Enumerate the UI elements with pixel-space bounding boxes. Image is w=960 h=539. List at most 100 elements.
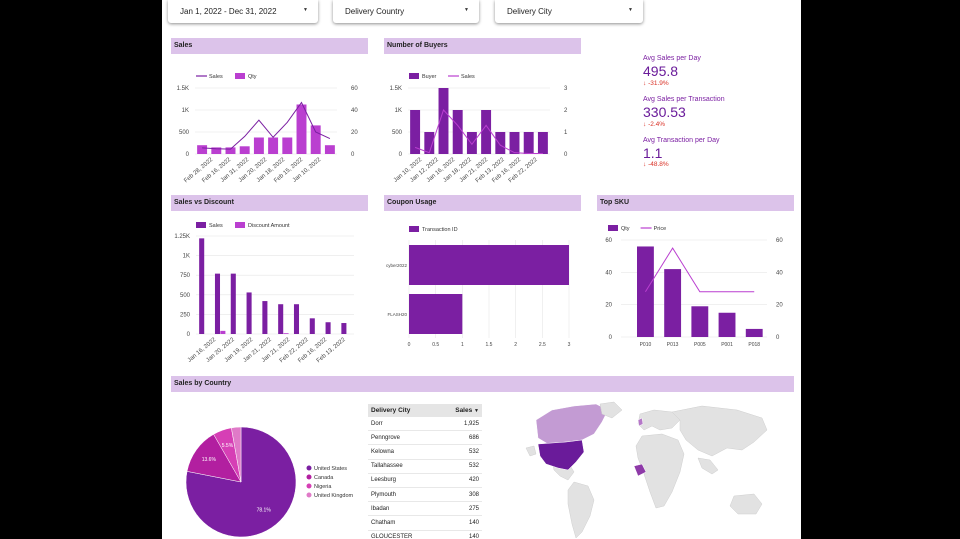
delivery-city-value: Delivery City — [507, 7, 552, 16]
legend-label: Buyer — [422, 74, 437, 80]
legend-swatch — [608, 225, 618, 231]
coupon-xtick: 0.5 — [432, 342, 439, 348]
sku-ytick-right: 0 — [776, 335, 780, 341]
sku-ytick-left: 20 — [605, 303, 612, 309]
sku-ytick-right: 60 — [776, 238, 783, 244]
legend-label: Sales — [461, 74, 475, 80]
buyers-ytick-left: 0 — [399, 152, 403, 158]
dropdown-icon: ▼ — [303, 7, 308, 13]
delivery-country-value: Delivery Country — [345, 7, 405, 16]
legend-swatch — [196, 222, 206, 228]
sales-vs-discount-header: Sales vs Discount — [171, 195, 368, 211]
sales-qty-bar — [225, 147, 236, 154]
cell-city: Chatham — [371, 519, 396, 526]
cell-sales: 532 — [468, 448, 479, 455]
svd-sales-bar — [341, 323, 347, 334]
pie-legend-swatch — [306, 492, 312, 498]
sales-qty-bar — [296, 104, 307, 154]
legend-label: Price — [654, 226, 667, 232]
world-map — [525, 401, 768, 539]
sku-xtick: P013 — [667, 342, 679, 348]
sales-qty-bar — [268, 137, 279, 154]
sales-ytick-left: 500 — [179, 130, 190, 136]
pie-legend-swatch — [306, 483, 312, 489]
delivery-city-filter[interactable]: Delivery City ▼ — [495, 0, 643, 23]
table-row: Dorr 1,925 — [368, 417, 482, 432]
buyers-bar — [481, 110, 492, 154]
cell-city: Tallahassee — [371, 463, 403, 470]
map-region-southeast-asia — [697, 457, 719, 475]
svd-ytick: 250 — [180, 312, 191, 318]
coupon-bar — [409, 245, 569, 285]
sku-ytick-right: 20 — [776, 303, 783, 309]
pie-slice-label: 78.1% — [257, 508, 272, 514]
coupon-xtick: 1.5 — [486, 342, 493, 348]
sales-qty-bar — [324, 145, 335, 154]
map-region-south-america — [567, 481, 595, 539]
cell-sales: 532 — [468, 463, 479, 470]
svd-sales-bar — [199, 238, 205, 334]
cell-city: Dorr — [371, 420, 383, 427]
table-row: GLOUCESTER 140 — [368, 531, 482, 539]
sku-qty-bar — [718, 312, 736, 337]
cell-sales: 140 — [468, 519, 479, 526]
delivery-country-filter[interactable]: Delivery Country ▼ — [333, 0, 479, 23]
sales-qty-bar — [197, 145, 208, 154]
cell-city: Plymouth — [371, 491, 397, 498]
cell-sales: 140 — [468, 534, 479, 539]
date-range-filter[interactable]: Jan 1, 2022 - Dec 31, 2022 ▼ — [168, 0, 318, 23]
svd-ytick: 500 — [180, 293, 191, 299]
sku-xtick: P001 — [721, 342, 733, 348]
sales-ytick-right: 60 — [351, 86, 358, 92]
pie-legend-label: United States — [314, 466, 347, 472]
kpi-delta-avg-sales-transaction: ↓ -2.4% — [643, 121, 666, 128]
column-header-city[interactable]: Delivery City — [371, 407, 411, 414]
sales-line — [202, 101, 331, 150]
legend-swatch — [235, 73, 245, 79]
pie-legend-label: Canada — [314, 475, 334, 481]
cell-city: Ibadan — [371, 505, 390, 512]
coupon-usage-header: Coupon Usage — [384, 195, 581, 211]
buyers-bar — [438, 88, 449, 154]
sales-by-country-header: Sales by Country — [171, 376, 794, 392]
arrow-down-icon: ↓ — [643, 80, 649, 87]
buyers-line — [414, 109, 543, 155]
sku-qty-bar — [745, 328, 763, 337]
buyers-header: Number of Buyers — [384, 38, 581, 54]
pie-legend-swatch — [306, 474, 312, 480]
cell-city: Penngrove — [371, 434, 401, 441]
legend-swatch — [409, 226, 419, 232]
pie-slice — [231, 426, 242, 483]
table-row: Kelowna 532 — [368, 445, 482, 460]
arrow-down-icon: ↓ — [643, 121, 649, 128]
sales-qty-bar — [239, 146, 250, 154]
dropdown-icon: ▼ — [628, 7, 633, 13]
coupon-xtick: 3 — [568, 342, 571, 348]
coupon-xtick: 0 — [408, 342, 411, 348]
map-region-united-states — [537, 439, 585, 471]
svd-sales-bar — [246, 292, 252, 334]
svd-sales-bar — [262, 301, 268, 334]
sales-ytick-right: 40 — [351, 108, 358, 114]
buyers-ytick-left: 1K — [395, 108, 402, 114]
map-region-greenland — [599, 401, 623, 419]
kpi-delta-avg-transaction-day: ↓ -48.8% — [643, 161, 669, 168]
legend-swatch — [409, 73, 419, 79]
cell-sales: 686 — [468, 434, 479, 441]
coupon-category: cyber2022 — [386, 263, 408, 268]
buyers-bar — [509, 132, 520, 154]
kpi-value-avg-transaction-day: 1.1 — [643, 145, 663, 161]
buyers-ytick-left: 1.5K — [390, 86, 402, 92]
svd-sales-bar — [230, 273, 236, 334]
cell-city: Leesburg — [371, 477, 397, 484]
cell-city: Kelowna — [371, 448, 395, 455]
arrow-down-icon: ↓ — [643, 161, 649, 168]
coupon-xtick: 2.5 — [539, 342, 546, 348]
legend-label: Qty — [248, 74, 257, 80]
sales-header: Sales — [171, 38, 368, 54]
sku-ytick-right: 40 — [776, 270, 783, 276]
legend-label: Transaction ID — [422, 227, 458, 233]
table-header: Delivery City Sales ▼ — [368, 404, 482, 417]
column-header-sales[interactable]: Sales ▼ — [455, 407, 479, 414]
buyers-bar — [537, 132, 548, 154]
